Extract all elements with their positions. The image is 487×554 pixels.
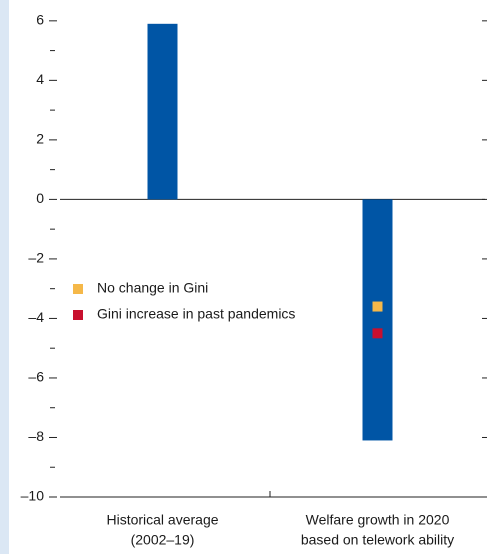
y-tick-label: –4	[28, 309, 44, 325]
y-tick-label: –8	[28, 428, 44, 444]
x-tick-label: Welfare growth in 2020	[306, 512, 450, 528]
point-marker	[372, 328, 383, 339]
x-tick-label: (2002–19)	[131, 532, 195, 548]
y-tick-label: 2	[36, 131, 44, 147]
side-strip	[0, 0, 9, 554]
y-tick-label: –2	[28, 250, 44, 266]
y-tick-label: 4	[36, 71, 44, 87]
y-tick-label: 6	[36, 12, 44, 28]
x-tick-label: Historical average	[106, 512, 218, 528]
bar	[362, 199, 393, 441]
y-tick-label: –10	[21, 488, 45, 504]
legend-label: No change in Gini	[97, 280, 208, 296]
bar	[147, 23, 178, 200]
point-marker	[372, 301, 383, 312]
legend-swatch	[73, 284, 83, 294]
y-tick-label: 0	[36, 190, 44, 206]
legend-label: Gini increase in past pandemics	[97, 306, 295, 322]
legend-swatch	[73, 310, 83, 320]
y-tick-label: –6	[28, 369, 44, 385]
x-tick-label: based on telework ability	[301, 532, 454, 548]
